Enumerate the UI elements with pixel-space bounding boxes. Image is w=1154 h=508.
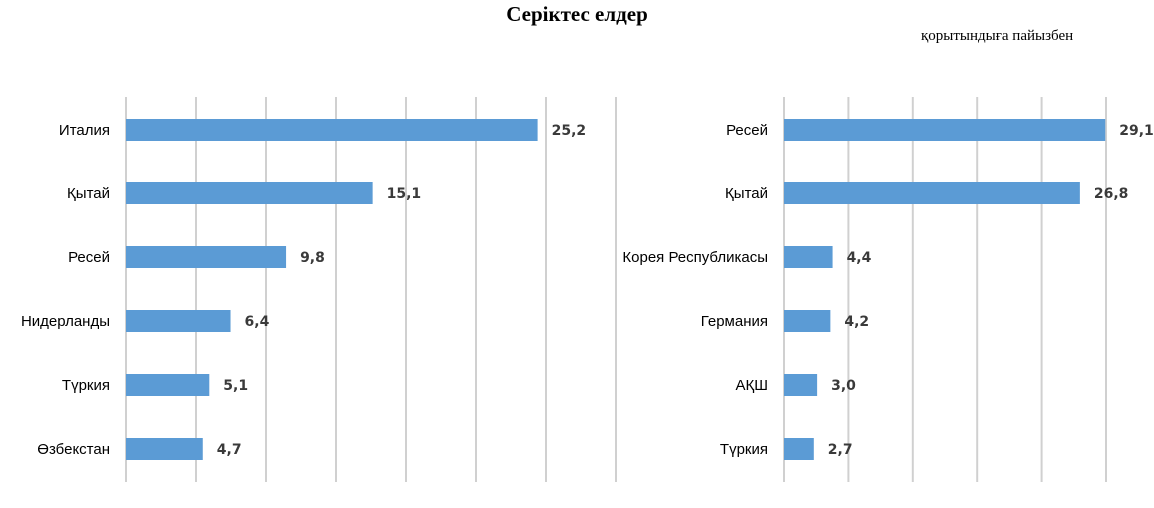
bar — [784, 310, 831, 332]
category-label: Нидерланды — [21, 313, 110, 330]
category-label: Түркия — [720, 441, 768, 458]
category-label: Түркия — [62, 377, 110, 394]
data-label: 9,8 — [300, 250, 325, 266]
bar — [784, 438, 814, 460]
data-label: 2,7 — [828, 442, 853, 458]
chart-title: Серіктес елдер — [506, 2, 648, 26]
data-label: 15,1 — [387, 186, 422, 202]
bar — [784, 374, 818, 396]
category-label: Италия — [59, 122, 110, 139]
category-label: Ресей — [726, 122, 768, 139]
data-label: 25,2 — [552, 123, 587, 139]
category-label: Германия — [701, 313, 768, 330]
left-chart: Италия 25,2 Қытай 15,1 Ресей 9,8 Нидерланды 6,4… — [21, 97, 617, 482]
bar — [784, 182, 1080, 204]
category-label: Ресей — [68, 249, 110, 266]
data-label: 4,2 — [844, 314, 869, 330]
bar — [126, 246, 287, 268]
chart-subtitle: қорытындыға пайызбен — [921, 28, 1074, 44]
category-label: Өзбекстан — [37, 441, 110, 458]
right-chart: Ресей 29,1 Қытай 26,8 Корея Республикасы 4,4 Г… — [622, 97, 1154, 482]
data-label: 4,4 — [847, 250, 872, 266]
bar — [126, 374, 210, 396]
data-label: 4,7 — [217, 442, 242, 458]
data-label: 3,0 — [831, 378, 856, 394]
data-label: 29,1 — [1119, 123, 1154, 139]
bar — [126, 182, 373, 204]
bar — [126, 438, 203, 460]
bar — [126, 119, 538, 141]
data-label: 5,1 — [223, 378, 248, 394]
category-label: АҚШ — [736, 377, 769, 394]
bar — [126, 310, 231, 332]
bar — [784, 119, 1106, 141]
category-label: Корея Республикасы — [622, 249, 768, 266]
category-label: Қытай — [725, 185, 768, 202]
category-label: Қытай — [67, 185, 110, 202]
bar — [784, 246, 833, 268]
data-label: 26,8 — [1094, 186, 1129, 202]
data-label: 6,4 — [245, 314, 270, 330]
